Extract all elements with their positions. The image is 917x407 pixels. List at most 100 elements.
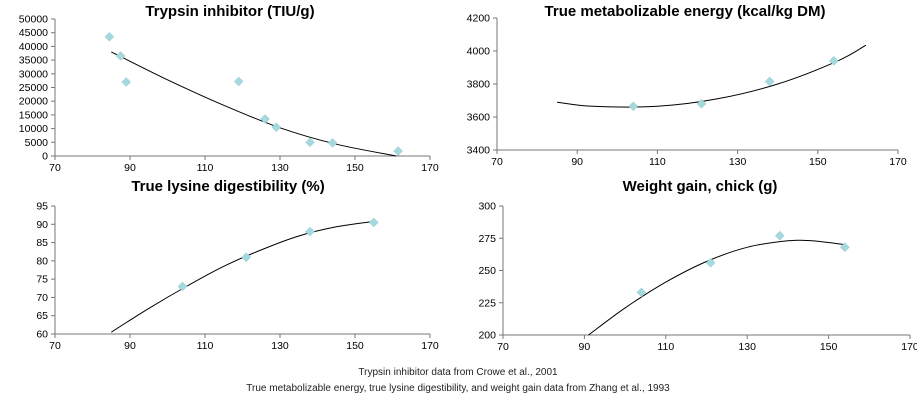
data-point <box>260 114 270 124</box>
x-tick-label: 70 <box>497 341 509 353</box>
y-tick-label: 70 <box>36 292 48 304</box>
panel-title-energy: True metabolizable energy (kcal/kg DM) <box>545 3 826 20</box>
y-tick-label: 75 <box>36 274 48 286</box>
y-tick-label: 5000 <box>25 137 49 149</box>
points-lysine <box>177 217 379 292</box>
trendline-energy <box>557 44 867 108</box>
x-tick-label: 70 <box>49 340 61 352</box>
x-tick-label: 170 <box>421 162 439 174</box>
y-tick-label: 40000 <box>19 41 48 53</box>
x-ticks-energy: 70 90 110 130 150 170 <box>491 150 907 168</box>
y-tick-label: 225 <box>478 297 496 309</box>
y-tick-label: 60 <box>36 329 48 341</box>
x-tick-label: 110 <box>649 156 666 168</box>
x-ticks-lysine: 70 90 110 130 150 170 <box>49 334 439 352</box>
y-tick-label: 275 <box>478 233 496 245</box>
y-tick-label: 10000 <box>19 123 48 135</box>
x-tick-label: 110 <box>197 162 214 174</box>
x-ticks-trypsin: 70 90 110 130 150 170 <box>49 156 439 174</box>
x-tick-label: 170 <box>889 156 907 168</box>
x-tick-label: 90 <box>571 156 583 168</box>
x-tick-label: 90 <box>579 341 591 353</box>
points-trypsin <box>104 31 403 156</box>
footnote-trypsin-source: Trypsin inhibitor data from Crowe et al.… <box>358 367 558 378</box>
data-point <box>271 122 282 133</box>
data-point <box>696 98 707 109</box>
y-tick-label: 85 <box>36 237 48 249</box>
points-energy <box>628 56 839 112</box>
y-ticks-lysine: 60 65 70 75 80 85 90 95 <box>36 201 55 341</box>
data-point <box>705 257 716 268</box>
x-tick-label: 170 <box>901 341 917 353</box>
data-point <box>327 137 338 148</box>
x-tick-label: 70 <box>491 156 503 168</box>
panel-title-weight: Weight gain, chick (g) <box>623 178 778 195</box>
data-point <box>233 76 244 87</box>
y-tick-label: 3400 <box>467 145 491 157</box>
y-tick-label: 200 <box>478 330 496 342</box>
panel-trypsin-inhibitor: Trypsin inhibitor (TIU/g) 05000100001500… <box>19 3 439 174</box>
panel-metabolizable-energy: True metabolizable energy (kcal/kg DM) 3… <box>467 3 907 168</box>
data-point <box>828 56 839 66</box>
data-point <box>636 287 647 298</box>
y-tick-label: 25000 <box>19 82 48 94</box>
trendline-lysine <box>111 220 374 333</box>
y-tick-label: 20000 <box>19 96 48 108</box>
data-point <box>305 137 315 148</box>
x-tick-label: 110 <box>197 340 214 352</box>
data-point <box>121 77 132 87</box>
points-weight <box>636 230 850 298</box>
data-point <box>115 51 126 61</box>
trendline-trypsin <box>111 51 397 157</box>
x-tick-label: 170 <box>421 340 439 352</box>
y-tick-label: 45000 <box>19 27 48 39</box>
x-tick-label: 130 <box>271 340 289 352</box>
x-tick-label: 110 <box>657 341 674 353</box>
y-tick-label: 95 <box>36 201 48 213</box>
x-tick-label: 70 <box>49 162 61 174</box>
x-tick-label: 90 <box>124 340 136 352</box>
panel-title-lysine: True lysine digestibility (%) <box>131 178 324 195</box>
data-point <box>764 76 775 87</box>
footnote-zhang-source: True metabolizable energy, true lysine d… <box>246 383 670 394</box>
y-tick-label: 0 <box>42 151 48 163</box>
trendline-weight <box>588 239 845 336</box>
data-point <box>840 242 850 253</box>
x-tick-label: 150 <box>820 341 838 353</box>
x-tick-label: 130 <box>738 341 756 353</box>
data-point <box>393 146 403 156</box>
y-tick-label: 65 <box>36 310 48 322</box>
data-point <box>241 252 252 263</box>
x-tick-label: 130 <box>729 156 747 168</box>
y-tick-label: 4200 <box>467 13 491 25</box>
data-point <box>368 217 379 228</box>
x-tick-label: 90 <box>124 162 136 174</box>
y-tick-label: 90 <box>36 219 48 231</box>
y-tick-label: 15000 <box>19 109 48 121</box>
data-point <box>774 230 785 241</box>
y-tick-label: 35000 <box>19 55 48 67</box>
panel-title-trypsin: Trypsin inhibitor (TIU/g) <box>145 3 314 20</box>
y-tick-label: 250 <box>478 265 496 277</box>
data-point <box>177 281 188 292</box>
x-ticks-weight: 70 90 110 130 150 170 <box>497 335 917 353</box>
data-point <box>628 101 639 112</box>
y-tick-label: 300 <box>478 201 496 213</box>
panel-weight-gain: Weight gain, chick (g) 200 225 250 275 300 7… <box>478 178 917 353</box>
data-point <box>104 31 115 42</box>
panel-lysine-digestibility: True lysine digestibility (%) 60 65 70 75 80… <box>36 178 439 352</box>
y-tick-label: 30000 <box>19 68 48 80</box>
y-tick-label: 4000 <box>467 46 491 58</box>
x-tick-label: 150 <box>809 156 827 168</box>
y-ticks-weight: 200 225 250 275 300 <box>478 201 503 342</box>
x-tick-label: 150 <box>346 162 364 174</box>
y-tick-label: 3600 <box>467 112 491 124</box>
y-tick-label: 80 <box>36 255 48 267</box>
y-tick-label: 3800 <box>467 79 491 91</box>
x-tick-label: 130 <box>271 162 289 174</box>
y-tick-label: 50000 <box>19 14 48 26</box>
x-tick-label: 150 <box>346 340 364 352</box>
y-ticks-energy: 3400 3600 3800 4000 4200 <box>467 13 497 157</box>
